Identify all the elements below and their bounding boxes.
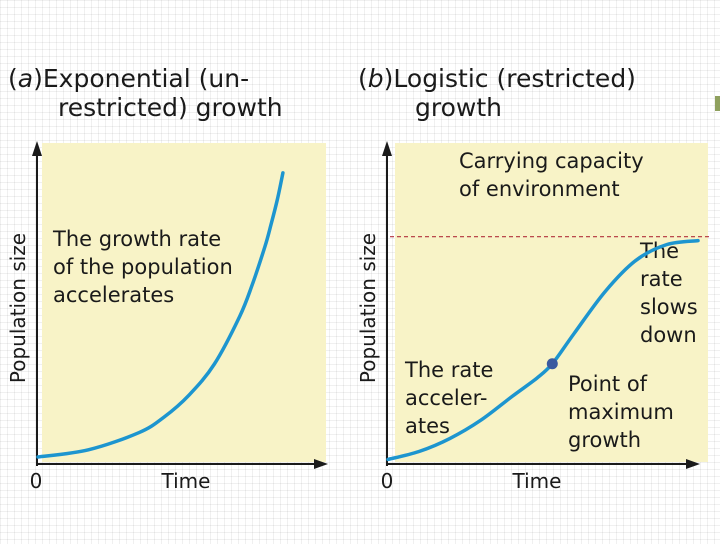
rate-accelerates-label-line3: ates bbox=[405, 414, 450, 438]
logistic-growth-curve bbox=[386, 238, 700, 462]
rate-slows-label-line2: rate bbox=[640, 267, 683, 291]
panel-logistic-title-line1: (b)Logistic (restricted) bbox=[358, 64, 636, 93]
panel-exponential-x-axis-title: Time bbox=[161, 469, 211, 493]
panel-exponential-y-axis-title: Population size bbox=[6, 233, 30, 383]
panel-exponential-x-tick-0: 0 bbox=[30, 469, 43, 493]
panel-logistic-x-axis-title: Time bbox=[512, 469, 562, 493]
panel-logistic-y-axis-title: Population size bbox=[356, 233, 380, 383]
rate-accelerates-label-line2: acceler- bbox=[405, 386, 488, 410]
panel-exponential-annotation-line3: accelerates bbox=[53, 283, 174, 307]
rate-accelerates-label-line1: The rate bbox=[404, 358, 493, 382]
panel-exponential-letter: a bbox=[18, 64, 33, 93]
panel-exponential-title-line1: (a)Exponential (un- bbox=[8, 64, 249, 93]
exponential-growth-curve bbox=[36, 171, 285, 459]
rate-slows-label-line3: slows bbox=[640, 295, 698, 319]
panel-exponential-x-arrowhead bbox=[314, 459, 328, 469]
panel-exponential-annotation-line1: The growth rate bbox=[52, 227, 221, 251]
panel-logistic-x-arrowhead bbox=[686, 459, 700, 469]
panel-logistic: (b)Logistic (restricted) growth Populati… bbox=[356, 64, 710, 493]
panel-logistic-background bbox=[395, 143, 708, 462]
panel-exponential-title-text: Exponential (un- bbox=[43, 64, 249, 93]
panel-logistic-letter: b bbox=[368, 64, 384, 93]
carrying-capacity-label-line2: of environment bbox=[459, 177, 620, 201]
panel-exponential: (a)Exponential (un- restricted) growth P… bbox=[6, 64, 328, 493]
max-growth-label-line1: Point of bbox=[568, 372, 648, 396]
max-growth-label-line2: maximum bbox=[568, 400, 674, 424]
panel-logistic-title-text: Logistic (restricted) bbox=[393, 64, 636, 93]
panel-exponential-title-line2: restricted) growth bbox=[58, 93, 283, 122]
panel-exponential-y-arrowhead bbox=[32, 141, 42, 156]
carrying-capacity-label-line1: Carrying capacity bbox=[459, 149, 644, 173]
rate-slows-label-line4: down bbox=[640, 323, 697, 347]
point-of-maximum-growth-marker bbox=[546, 358, 558, 370]
panel-logistic-x-tick-0: 0 bbox=[381, 469, 394, 493]
panel-logistic-y-arrowhead bbox=[382, 141, 392, 156]
panel-logistic-title-line2: growth bbox=[415, 93, 502, 122]
max-growth-label-line3: growth bbox=[568, 428, 641, 452]
panel-exponential-annotation-line2: of the population bbox=[53, 255, 233, 279]
green-slide-accent-icon bbox=[715, 96, 720, 111]
